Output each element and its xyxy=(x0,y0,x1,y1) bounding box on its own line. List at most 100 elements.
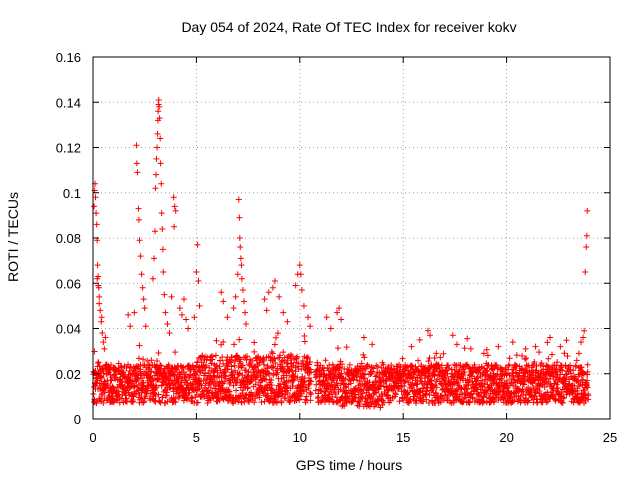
roti-point xyxy=(584,207,591,214)
roti-point xyxy=(480,350,487,357)
roti-point xyxy=(562,378,569,385)
roti-point xyxy=(135,355,142,362)
roti-point xyxy=(95,359,102,366)
roti-point xyxy=(183,316,190,323)
roti-point xyxy=(125,311,132,318)
roti-point xyxy=(334,309,341,316)
roti-point xyxy=(582,394,589,401)
roti-point xyxy=(96,293,103,300)
roti-point xyxy=(573,357,580,364)
roti-point xyxy=(329,393,336,400)
roti-point xyxy=(301,338,308,345)
roti-point xyxy=(414,381,421,388)
roti-point xyxy=(323,314,330,321)
roti-point xyxy=(437,399,444,406)
roti-point xyxy=(567,366,574,373)
roti-point xyxy=(554,384,561,391)
roti-point xyxy=(469,395,476,402)
roti-point xyxy=(330,377,337,384)
roti-point xyxy=(545,363,552,370)
roti-point xyxy=(170,194,177,201)
roti-point xyxy=(426,370,433,377)
roti-point xyxy=(156,376,163,383)
roti-point xyxy=(221,378,228,385)
roti-point xyxy=(360,334,367,341)
roti-point xyxy=(495,343,502,350)
roti-point xyxy=(224,314,231,321)
roti-point xyxy=(469,394,476,401)
roti-point xyxy=(160,268,167,275)
roti-point xyxy=(284,384,291,391)
roti-point xyxy=(544,389,551,396)
roti-point xyxy=(343,344,350,351)
roti-point xyxy=(354,377,361,384)
roti-point xyxy=(431,355,438,362)
roti-point xyxy=(143,387,150,394)
roti-point xyxy=(295,360,302,367)
roti-point xyxy=(334,345,341,352)
roti-point xyxy=(178,311,185,318)
roti-point xyxy=(245,368,252,375)
roti-point xyxy=(518,365,525,372)
roti-point xyxy=(467,390,474,397)
x-tick-labels: 0 5 10 15 20 25 xyxy=(89,430,617,445)
roti-point xyxy=(303,393,310,400)
roti-point xyxy=(378,364,385,371)
roti-point xyxy=(521,378,528,385)
roti-point xyxy=(358,360,365,367)
roti-point xyxy=(95,359,102,366)
roti-point xyxy=(305,382,312,389)
roti-point xyxy=(108,377,115,384)
roti-point xyxy=(261,296,268,303)
roti-point xyxy=(581,370,588,377)
y-tick-label: 0.04 xyxy=(56,322,81,337)
roti-point xyxy=(138,271,145,278)
roti-point xyxy=(292,282,299,289)
roti-point xyxy=(474,374,481,381)
roti-point xyxy=(320,364,327,371)
roti-point xyxy=(299,373,306,380)
roti-point xyxy=(238,362,245,369)
roti-point xyxy=(240,298,247,305)
roti-point xyxy=(171,203,178,210)
roti-point xyxy=(293,389,300,396)
roti-point xyxy=(547,373,554,380)
roti-point xyxy=(552,396,559,403)
roti-point xyxy=(155,391,162,398)
roti-point xyxy=(165,376,172,383)
roti-point xyxy=(283,372,290,379)
y-tick-label: 0 xyxy=(74,412,81,427)
roti-point xyxy=(512,369,519,376)
roti-point xyxy=(415,357,422,364)
roti-point xyxy=(511,397,518,404)
roti-point xyxy=(300,302,307,309)
roti-point xyxy=(301,378,308,385)
roti-point xyxy=(236,336,243,343)
roti-point xyxy=(574,377,581,384)
roti-point xyxy=(228,354,235,361)
roti-point xyxy=(136,237,143,244)
roti-point xyxy=(286,398,293,405)
roti-point xyxy=(327,325,334,332)
roti-point xyxy=(553,381,560,388)
roti-point xyxy=(429,386,436,393)
roti-point xyxy=(307,397,314,404)
roti-point xyxy=(227,359,234,366)
roti-point xyxy=(98,314,105,321)
roti-point xyxy=(239,390,246,397)
roti-point xyxy=(265,289,272,296)
roti-point xyxy=(339,361,346,368)
roti-point xyxy=(293,354,300,361)
roti-point xyxy=(152,228,159,235)
roti-point xyxy=(482,371,489,378)
roti-point xyxy=(153,384,160,391)
roti-point xyxy=(359,395,366,402)
roti-point xyxy=(219,384,226,391)
roti-point xyxy=(334,382,341,389)
roti-point xyxy=(528,372,535,379)
roti-point xyxy=(180,296,187,303)
roti-point xyxy=(208,360,215,367)
roti-point xyxy=(314,395,321,402)
x-axis-label: GPS time / hours xyxy=(296,457,403,473)
roti-point xyxy=(584,377,591,384)
